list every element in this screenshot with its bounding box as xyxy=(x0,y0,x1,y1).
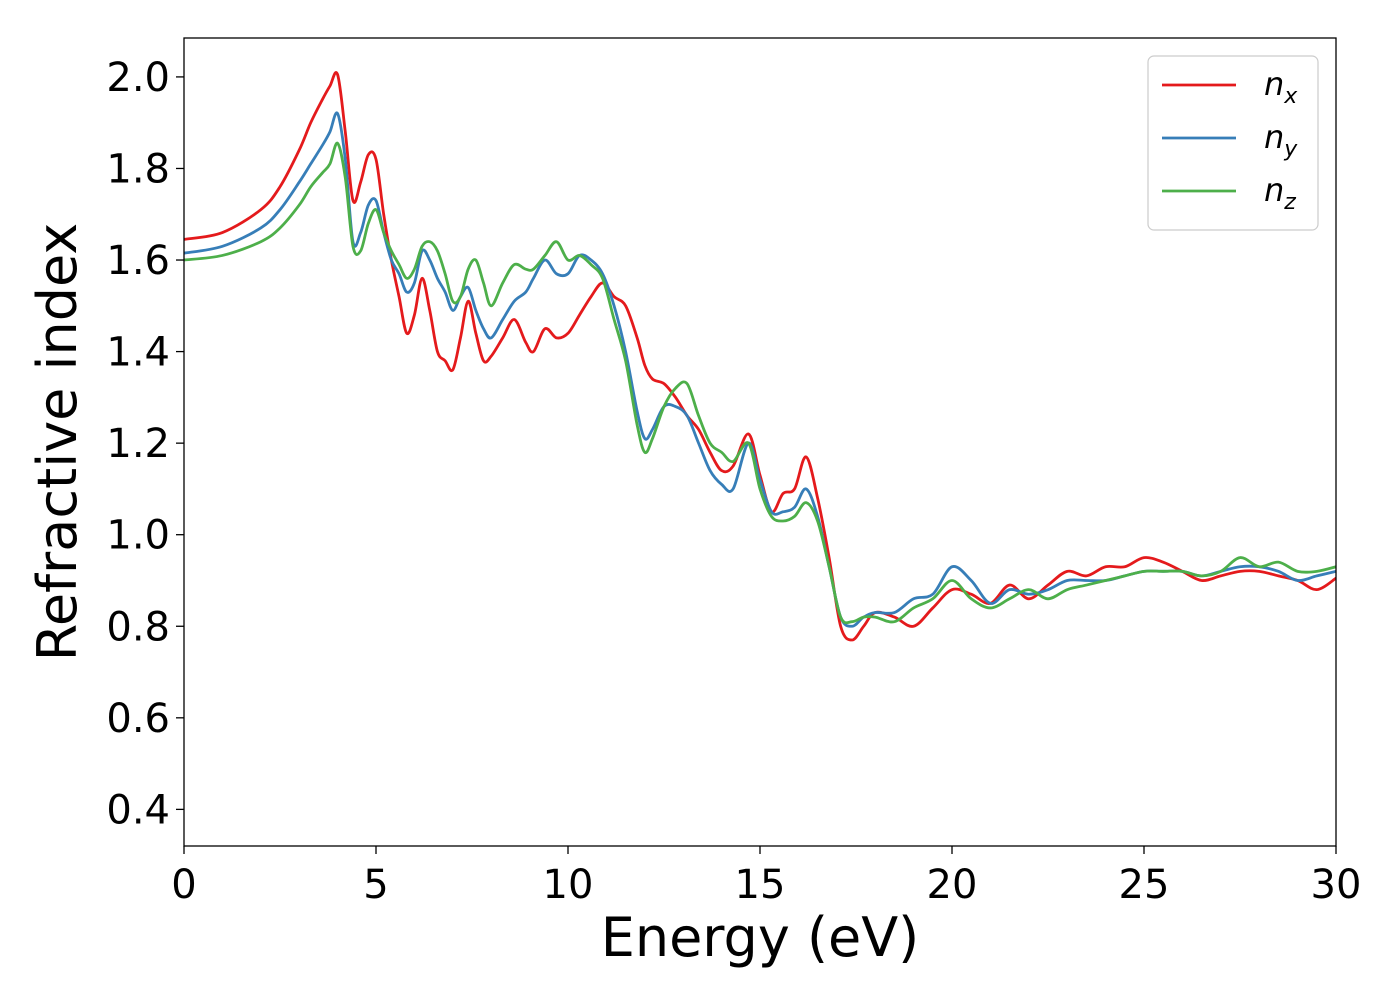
x-tick-label: 0 xyxy=(171,862,196,908)
y-tick-label: 0.6 xyxy=(106,696,170,742)
x-tick-label: 5 xyxy=(363,862,388,908)
y-tick-label: 1.2 xyxy=(106,421,170,467)
series-line-nz xyxy=(184,141,1336,625)
series-layer xyxy=(184,71,1336,642)
legend-label-nz: nz xyxy=(1264,171,1296,215)
y-tick-label: 0.4 xyxy=(106,787,170,833)
y-tick-label: 1.8 xyxy=(106,146,170,192)
y-tick-label: 1.4 xyxy=(106,330,170,376)
x-tick-label: 30 xyxy=(1311,862,1362,908)
y-axis: 0.4 0.6 0.8 1.0 1.2 1.4 1.6 1.8 2.0 xyxy=(106,55,184,833)
x-axis-label: Energy (eV) xyxy=(601,906,920,969)
x-tick-label: 15 xyxy=(735,862,786,908)
y-tick-label: 0.8 xyxy=(106,604,170,650)
x-tick-label: 25 xyxy=(1119,862,1170,908)
legend-label-ny: ny xyxy=(1264,118,1298,162)
y-tick-label: 2.0 xyxy=(106,55,170,101)
y-axis-label: Refractive index xyxy=(26,223,89,662)
legend-box xyxy=(1147,55,1319,231)
y-tick-label: 1.0 xyxy=(106,513,170,559)
legend: nx ny nz xyxy=(1147,55,1319,231)
x-tick-label: 20 xyxy=(927,862,978,908)
legend-label-nx: nx xyxy=(1264,65,1298,109)
y-tick-label: 1.6 xyxy=(106,238,170,284)
x-tick-label: 10 xyxy=(543,862,594,908)
series-line-nx xyxy=(184,71,1336,642)
x-axis: 0 5 10 15 20 25 30 xyxy=(171,846,1361,908)
